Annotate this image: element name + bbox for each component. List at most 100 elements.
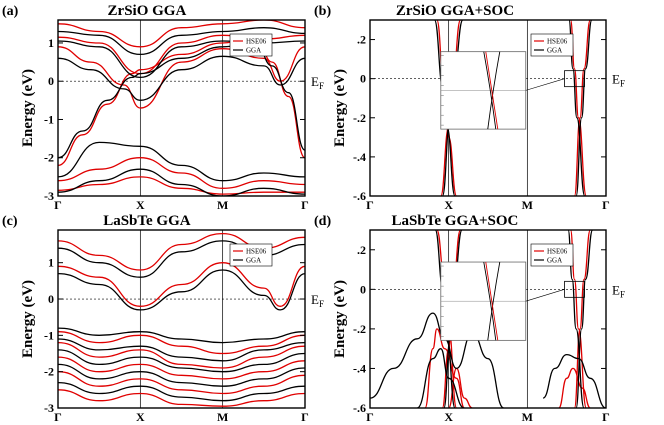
- legend-entry: HSE06: [547, 38, 568, 46]
- x-tick-label: Γ: [602, 198, 610, 212]
- y-tick-label: 0: [48, 292, 54, 306]
- x-tick-label: X: [136, 410, 145, 424]
- band-line-hse06: [58, 20, 305, 48]
- band-line-gga: [542, 353, 606, 408]
- band-line-hse06: [58, 371, 305, 395]
- band-line-hse06: [58, 46, 305, 109]
- y-tick-label: .2: [357, 33, 366, 47]
- fermi-label: EF: [612, 72, 625, 89]
- y-axis-label: Energy (eV): [20, 69, 36, 147]
- y-tick-label: -1: [44, 112, 54, 126]
- x-tick-label: Γ: [301, 198, 309, 212]
- legend-entry: GGA: [547, 47, 562, 55]
- y-tick-label: 0: [360, 72, 366, 86]
- x-tick-label: X: [136, 198, 145, 212]
- zoom-connector: [525, 78, 565, 91]
- legend-entry: GGA: [246, 47, 261, 55]
- legend-entry: HSE06: [246, 38, 267, 46]
- band-line-hse06: [58, 389, 305, 407]
- y-axis-label: Energy (eV): [332, 280, 348, 358]
- legend-entry: HSE06: [246, 248, 267, 256]
- y-tick-label: -2: [44, 151, 54, 165]
- band-line-gga: [58, 168, 305, 196]
- band-line-hse06: [58, 262, 305, 307]
- y-tick-label: -.2: [353, 322, 366, 336]
- band-line-hse06: [58, 331, 305, 355]
- inset-band: [485, 51, 499, 130]
- band-line-gga: [58, 55, 305, 101]
- zoom-inset: [440, 261, 585, 341]
- band-line-gga: [58, 327, 305, 344]
- band-line-hse06: [58, 176, 305, 195]
- y-tick-label: -3: [44, 401, 54, 415]
- inset-band: [483, 51, 497, 130]
- panel-label: (d): [314, 214, 331, 229]
- band-line-hse06: [558, 367, 591, 408]
- fermi-label: EF: [311, 74, 324, 91]
- panel-title: ZrSiO GGA+SOC: [396, 3, 514, 19]
- legend-entry: GGA: [246, 257, 261, 265]
- y-axis-label: Energy (eV): [332, 69, 348, 147]
- x-tick-label: Γ: [366, 410, 374, 424]
- panel-title: LaSbTe GGA+SOC: [392, 213, 519, 229]
- legend-entry: GGA: [547, 257, 562, 265]
- y-tick-label: -2: [44, 365, 54, 379]
- y-tick-label: -.6: [353, 189, 366, 203]
- x-tick-label: X: [444, 198, 453, 212]
- panel-b: -.6 -.4 -.2 0 .2 Γ X M Γ Energy (eV) (b) ZrSiO GGA+…: [314, 3, 625, 212]
- y-tick-label: -.4: [353, 361, 366, 375]
- y-tick-label: -1: [44, 328, 54, 342]
- band-line-gga: [58, 141, 305, 182]
- panel-label: (c): [2, 214, 18, 229]
- y-tick-label: .2: [357, 243, 366, 257]
- panel-label: (a): [2, 4, 19, 19]
- inset-band: [487, 261, 501, 341]
- x-tick-label: M: [522, 410, 533, 424]
- zoom-connector: [525, 289, 565, 302]
- x-tick-label: M: [522, 198, 533, 212]
- y-tick-label: -.2: [353, 111, 366, 125]
- y-tick-label: -3: [44, 189, 54, 203]
- x-tick-label: M: [217, 410, 228, 424]
- inset-band: [485, 261, 499, 341]
- legend-entry: HSE06: [547, 248, 568, 256]
- y-tick-label: 0: [48, 74, 54, 88]
- inset-band: [483, 261, 497, 341]
- inset-band: [487, 51, 501, 130]
- band-line-gga: [58, 338, 305, 362]
- panel-c: -3 -2 -1 0 1 Γ X M Γ Energy (eV) (c) LaSbTe GGA EF HS…: [2, 213, 324, 424]
- band-line-hse06: [58, 157, 305, 189]
- band-line-gga: [575, 20, 593, 196]
- band-line-gga: [58, 27, 305, 56]
- panel-d: -.6 -.4 -.2 0 .2 Γ X M Γ Energy (eV) (d) LaSbTe GGA…: [314, 213, 625, 424]
- band-line-gga: [58, 363, 305, 387]
- band-line-hse06: [58, 341, 305, 369]
- plot-frame: [57, 229, 306, 409]
- plot-frame: [369, 19, 607, 197]
- x-tick-label: Γ: [366, 198, 374, 212]
- zoom-inset: [440, 51, 585, 130]
- x-tick-label: Γ: [301, 410, 309, 424]
- band-line-hse06: [448, 367, 473, 408]
- x-tick-label: M: [217, 198, 228, 212]
- y-axis-label: Energy (eV): [20, 280, 36, 358]
- x-tick-label: Γ: [54, 410, 62, 424]
- band-line-gga: [58, 381, 305, 402]
- band-line-gga: [58, 42, 305, 159]
- fermi-label: EF: [612, 282, 625, 299]
- bands: [58, 232, 305, 407]
- x-tick-label: X: [444, 410, 453, 424]
- y-tick-label: -.6: [353, 401, 366, 415]
- band-line-gga: [575, 230, 594, 408]
- band-line-hse06: [58, 356, 305, 380]
- y-tick-label: 1: [48, 36, 54, 50]
- y-tick-label: 1: [48, 256, 54, 270]
- x-tick-label: Γ: [54, 198, 62, 212]
- band-line-gga: [58, 269, 305, 311]
- panel-title: ZrSiO GGA: [108, 3, 187, 19]
